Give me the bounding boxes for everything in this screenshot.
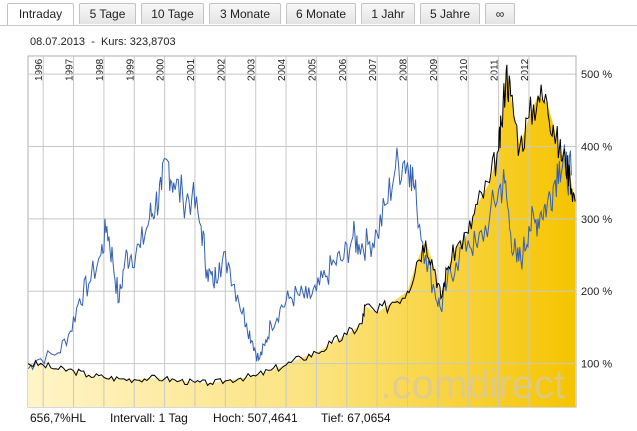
- tab-intraday[interactable]: Intraday: [7, 3, 74, 25]
- x-tick-label: 1999: [125, 58, 136, 81]
- y-tick-label: 300 %: [581, 214, 612, 226]
- y-tick-label: 400 %: [581, 141, 612, 153]
- footer-high: Hoch: 507,4641: [213, 411, 298, 425]
- info-separator: -: [91, 36, 95, 48]
- x-tick-label: 2000: [156, 58, 167, 81]
- info-price-label: Kurs:: [100, 36, 127, 48]
- x-tick-label: 2011: [490, 59, 501, 81]
- x-tick-label: 2005: [307, 58, 318, 81]
- tab-1-jahr[interactable]: 1 Jahr: [361, 3, 415, 24]
- x-tick-label: 1996: [34, 58, 45, 81]
- tab-max[interactable]: ∞: [485, 3, 515, 24]
- chart-footer: 656,7%HL Intervall: 1 Tag Hoch: 507,4641…: [0, 411, 637, 429]
- watermark-text: .comdirect: [381, 363, 566, 407]
- x-tick-label: 2009: [429, 58, 440, 81]
- x-tick-label: 1998: [95, 58, 106, 81]
- x-tick-label: 1997: [65, 58, 76, 81]
- x-tick-label: 2008: [399, 58, 410, 81]
- x-tick-label: 2006: [338, 58, 349, 81]
- y-tick-label: 100 %: [581, 359, 612, 371]
- price-line: [27, 64, 576, 387]
- x-tick-label: 2012: [520, 58, 531, 81]
- x-tick-label: 2004: [277, 58, 288, 81]
- x-tick-label: 2007: [368, 58, 379, 81]
- comparison-line: [27, 144, 572, 371]
- x-tick-label: 2010: [459, 58, 470, 81]
- tab-5-tage[interactable]: 5 Tage: [79, 3, 136, 24]
- tab-3-monate[interactable]: 3 Monate: [209, 3, 281, 24]
- tab-5-jahre[interactable]: 5 Jahre: [420, 3, 480, 24]
- x-tick-label: 2002: [216, 58, 227, 81]
- price-info: 08.07.2013 - Kurs: 323,8703: [30, 36, 176, 48]
- footer-interval: Intervall: 1 Tag: [110, 411, 188, 425]
- y-tick-label: 200 %: [581, 286, 612, 298]
- info-date: 08.07.2013: [30, 36, 86, 48]
- x-tick-label: 2001: [186, 58, 197, 81]
- tab-10-tage[interactable]: 10 Tage: [141, 3, 204, 24]
- tab-6-monate[interactable]: 6 Monate: [286, 3, 356, 24]
- footer-low: Tief: 67,0654: [321, 411, 391, 425]
- x-tick-label: 2003: [247, 58, 258, 81]
- footer-hl: 656,7%HL: [30, 411, 87, 425]
- timeframe-tabbar: Intraday 5 Tage 10 Tage 3 Monate 6 Monate 1 J…: [0, 0, 637, 26]
- y-tick-label: 500 %: [581, 69, 612, 81]
- info-price-value: 323,8703: [129, 36, 176, 48]
